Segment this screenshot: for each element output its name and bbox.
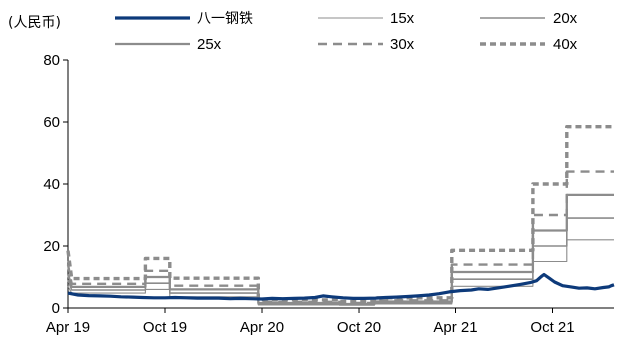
x-axis: Apr 19 Oct 19 Apr 20 Oct 20 Apr 21 Oct 21 [46,307,614,336]
x-tick-label: Oct 20 [337,319,381,336]
y-tick-label: 40 [43,176,60,193]
y-axis: 0 20 40 60 80 [43,52,69,317]
legend-item: 八一钢铁 [115,11,253,27]
legend-item: 20x [480,10,578,27]
series-line-八一钢铁 [67,272,615,301]
legend-item: 40x [480,36,578,53]
y-unit-label: (人民币) [8,15,61,31]
legend-label: 八一钢铁 [197,11,253,27]
plot-area [66,125,615,306]
series-line-40x [66,125,614,304]
legend-label: 30x [390,36,415,53]
legend-item: 30x [318,36,415,53]
legend-label: 40x [553,36,578,53]
legend-item: 15x [318,10,415,27]
legend-item: 25x [115,36,222,53]
y-tick-label: 80 [43,52,60,69]
x-tick-label: Apr 20 [240,319,284,336]
x-tick-label: Oct 19 [143,319,187,336]
legend-label: 25x [197,36,222,53]
legend-label: 20x [553,10,578,27]
series-line-30x [66,170,614,305]
legend-label: 15x [390,10,415,27]
x-tick-label: Apr 19 [46,319,90,336]
legend: 八一钢铁 15x 20x 25x 30x 40x [115,10,578,53]
x-tick-label: Oct 21 [530,319,574,336]
y-tick-label: 0 [52,300,60,317]
y-tick-label: 20 [43,238,60,255]
y-tick-label: 60 [43,114,60,131]
x-tick-label: Apr 21 [433,319,477,336]
